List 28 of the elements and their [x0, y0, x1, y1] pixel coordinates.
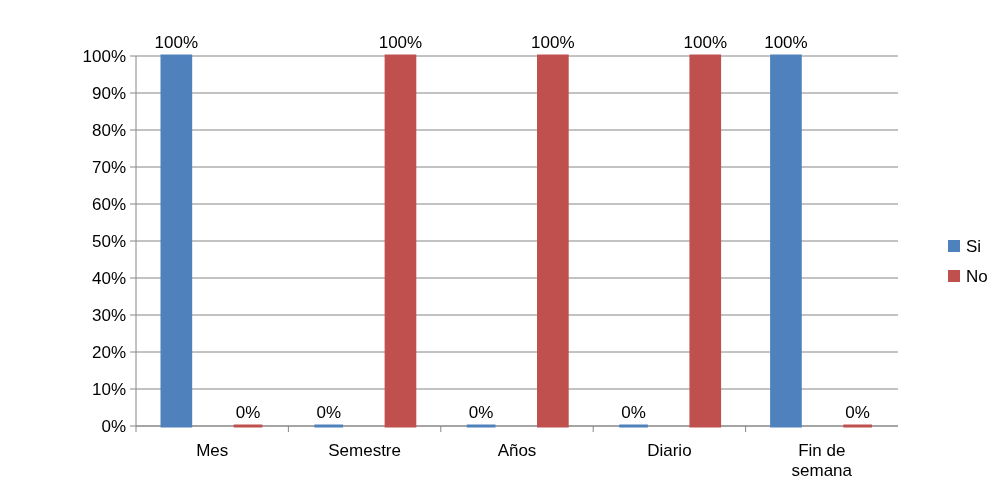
x-tick-label: Mes — [196, 441, 229, 460]
y-tick-label: 0% — [101, 416, 126, 436]
x-tick-label: Semestre — [328, 441, 401, 460]
x-tick-label: Años — [497, 441, 537, 460]
y-tick-label: 70% — [91, 157, 126, 177]
data-label: 0% — [316, 403, 342, 422]
data-label: 0% — [468, 403, 494, 422]
y-tick-label: 10% — [91, 379, 126, 399]
x-tick-label: Diario — [647, 441, 692, 460]
y-tick-label: 100% — [82, 46, 126, 66]
data-label: 100% — [764, 33, 808, 52]
data-label: 100% — [683, 33, 727, 52]
legend-label: No — [966, 266, 988, 286]
x-tick-label: Fin de semana — [791, 441, 853, 480]
legend-label: Si — [966, 236, 982, 256]
y-tick-label: 90% — [91, 83, 126, 103]
data-label: 0% — [235, 403, 261, 422]
y-tick-label: 60% — [91, 194, 126, 214]
y-tick-label: 80% — [91, 120, 126, 140]
data-label: 0% — [845, 403, 870, 422]
y-tick-label: 50% — [91, 231, 126, 251]
y-tick-label: 30% — [91, 305, 126, 325]
data-label: 100% — [154, 33, 199, 52]
y-tick-label: 40% — [91, 268, 126, 288]
data-label: 100% — [531, 33, 575, 52]
data-label: 0% — [621, 403, 646, 422]
y-tick-label: 20% — [91, 342, 126, 362]
data-label: 100% — [378, 33, 423, 52]
